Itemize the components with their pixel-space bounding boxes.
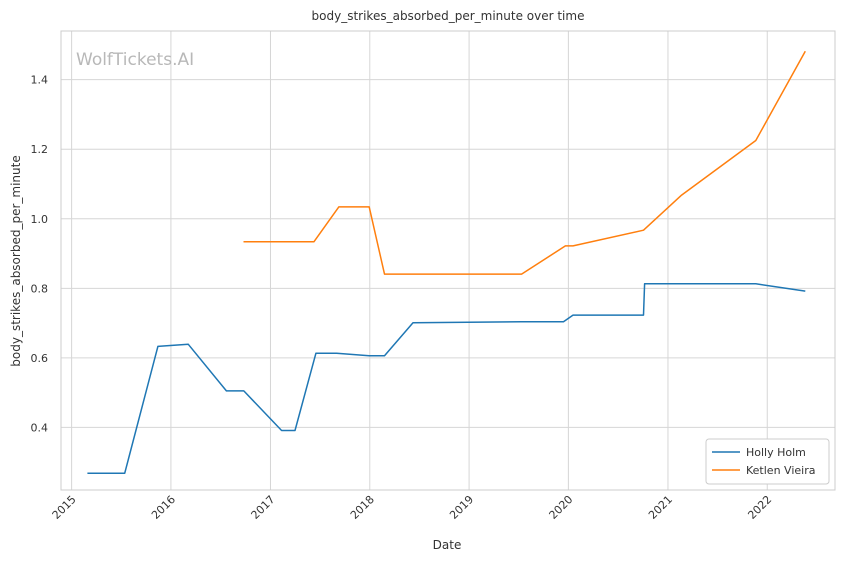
watermark: WolfTickets.AI <box>76 50 194 70</box>
plot-frame <box>60 30 836 491</box>
y-tick-label-0.4: 0.4 <box>31 421 49 434</box>
series-line-ketlen-vieira <box>243 50 806 275</box>
y-tick-label-0.8: 0.8 <box>31 282 49 295</box>
y-tick-label-1.0: 1.0 <box>31 213 49 226</box>
y-tick-label-0.6: 0.6 <box>31 352 49 365</box>
legend-box <box>705 438 830 485</box>
legend: Holly Holm Ketlen Vieira <box>705 438 830 485</box>
y-tick-label-1.4: 1.4 <box>31 74 49 87</box>
series-line-holly-holm <box>87 283 806 475</box>
plot-area <box>61 31 835 490</box>
x-axis-label: Date <box>433 538 462 552</box>
y-tick-label-1.2: 1.2 <box>31 143 49 156</box>
grid-lines <box>61 31 835 490</box>
chart-title: body_strikes_absorbed_per_minute over ti… <box>312 9 585 23</box>
legend-label-holly-holm: Holly Holm <box>746 446 806 459</box>
legend-label-ketlen-vieira: Ketlen Vieira <box>746 464 815 477</box>
y-tick-labels: 0.4 0.6 0.8 1.0 1.2 1.4 <box>31 74 49 435</box>
y-axis-label: body_strikes_absorbed_per_minute <box>9 155 23 366</box>
series-lines <box>87 50 806 475</box>
